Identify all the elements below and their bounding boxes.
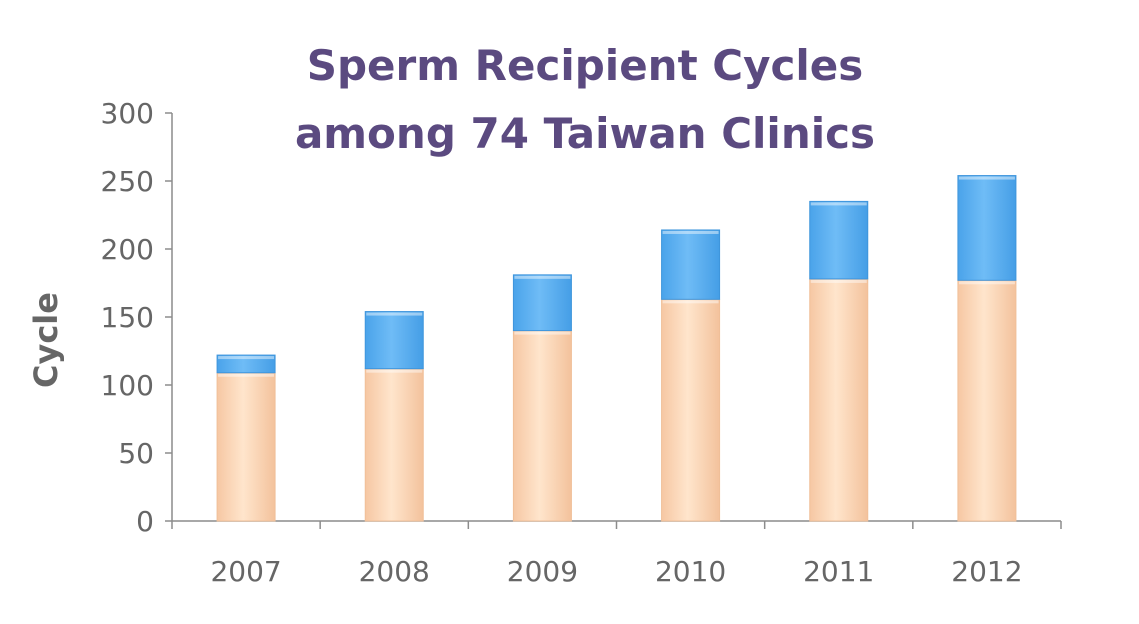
y-axis-title: Cycle <box>27 292 65 388</box>
bar-segment-1 <box>216 372 276 522</box>
x-tick-label: 2012 <box>951 555 1022 588</box>
bar-segment-1 <box>957 279 1017 522</box>
bar-segment-2 <box>957 175 1017 281</box>
chart-title-line-1: Sperm Recipient Cycles <box>307 41 864 90</box>
bar-segment-highlight <box>810 202 867 206</box>
bar-segment-highlight <box>810 279 867 283</box>
bar-segment-2 <box>809 200 869 280</box>
chart-title-line-2: among 74 Taiwan Clinics <box>295 109 875 158</box>
bar-segment-2 <box>661 229 721 300</box>
x-axis-ticks: 2007 2008 2009 2010 2011 2012 <box>171 521 1062 588</box>
bar-segment-highlight <box>366 312 423 316</box>
y-tick-label: 50 <box>118 437 154 470</box>
y-tick-label: 200 <box>101 233 154 266</box>
y-tick-label: 0 <box>136 505 154 538</box>
bar-segment-1 <box>364 368 424 522</box>
x-tick-label: 2007 <box>210 555 281 588</box>
y-tick-label: 250 <box>101 165 154 198</box>
bar-segment-highlight <box>662 300 719 304</box>
x-tick-label: 2011 <box>803 555 874 588</box>
bar-segment-1 <box>512 330 572 522</box>
y-tick-label: 300 <box>101 97 154 130</box>
bar-segment-1 <box>809 278 869 522</box>
x-tick-label: 2008 <box>359 555 430 588</box>
bar-segment-highlight <box>218 356 275 360</box>
y-axis-ticks: 0 50 100 150 200 250 300 <box>101 97 172 538</box>
bar-segment-highlight <box>218 373 275 377</box>
bars <box>216 175 1017 522</box>
bar-segment-highlight <box>662 230 719 234</box>
bar-segment-highlight <box>514 331 571 335</box>
bar-segment-1 <box>661 298 721 522</box>
y-tick-label: 100 <box>101 369 154 402</box>
bar-segment-highlight <box>514 275 571 279</box>
x-tick-label: 2009 <box>507 555 578 588</box>
chart-title: Sperm Recipient Cycles among 74 Taiwan C… <box>295 41 875 158</box>
x-tick-label: 2010 <box>655 555 726 588</box>
bar-segment-2 <box>216 354 276 374</box>
bar-segment-highlight <box>958 281 1015 285</box>
bar-segment-highlight <box>366 369 423 373</box>
bar-segment-2 <box>364 311 424 370</box>
y-tick-label: 150 <box>101 301 154 334</box>
bar-segment-highlight <box>958 176 1015 180</box>
bar-segment-2 <box>512 274 572 332</box>
